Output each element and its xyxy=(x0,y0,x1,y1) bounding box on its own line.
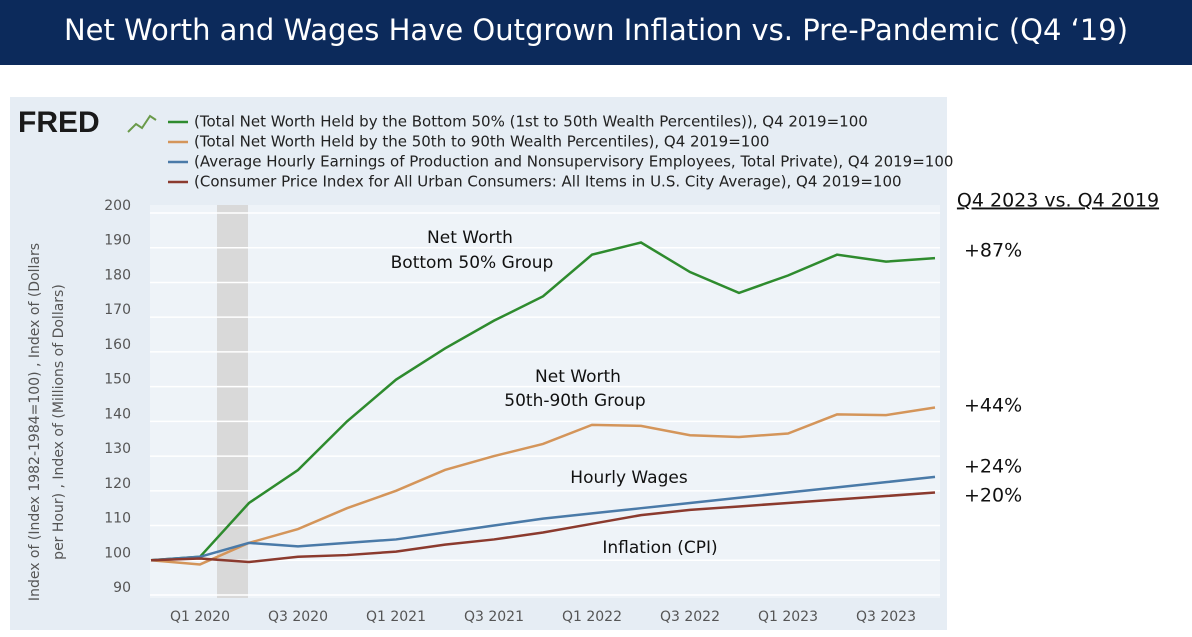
annotation: Net Worth xyxy=(427,228,513,248)
y-tick-label: 110 xyxy=(104,511,131,527)
x-tick-label: Q3 2020 xyxy=(268,609,328,625)
comparison-title: Q4 2023 vs. Q4 2019 xyxy=(957,190,1159,212)
slide-title: Net Worth and Wages Have Outgrown Inflat… xyxy=(64,13,1128,47)
y-tick-label: 170 xyxy=(104,302,131,318)
x-tick-label: Q1 2023 xyxy=(758,609,818,625)
y-tick-label: 150 xyxy=(104,372,131,388)
y-tick-label: 180 xyxy=(104,267,131,283)
comparison-label: +20% xyxy=(964,485,1022,507)
comparison-label: +87% xyxy=(964,240,1022,262)
legend-label: (Consumer Price Index for All Urban Cons… xyxy=(194,173,902,191)
y-axis-label: per Hour) , Index of (Millions of Dollar… xyxy=(51,284,67,560)
annotation: Inflation (CPI) xyxy=(602,538,717,558)
legend-label: (Total Net Worth Held by the Bottom 50% … xyxy=(194,113,868,131)
logo: FRED xyxy=(18,106,100,139)
y-tick-label: 190 xyxy=(104,233,131,249)
annotation: Hourly Wages xyxy=(570,468,688,488)
legend-label: (Average Hourly Earnings of Production a… xyxy=(194,153,953,171)
series-line xyxy=(150,491,936,564)
annotation: 50th-90th Group xyxy=(504,391,645,411)
legend-label: (Total Net Worth Held by the 50th to 90t… xyxy=(194,133,769,151)
y-tick-label: 160 xyxy=(104,337,131,353)
logo-icon xyxy=(127,114,157,133)
y-tick-label: 130 xyxy=(104,441,131,457)
y-tick-label: 200 xyxy=(104,198,131,214)
series-line xyxy=(150,241,936,562)
x-tick-label: Q3 2023 xyxy=(856,609,916,625)
x-tick-label: Q1 2021 xyxy=(366,609,426,625)
header-band xyxy=(0,0,1192,65)
y-axis-label: Index of (Index 1982-1984=100) , Index o… xyxy=(27,243,43,601)
x-tick-label: Q1 2020 xyxy=(170,609,230,625)
recession-band xyxy=(217,205,248,598)
comparison-label: +44% xyxy=(964,395,1022,417)
y-tick-label: 100 xyxy=(104,545,131,561)
y-tick-label: 140 xyxy=(104,406,131,422)
x-tick-label: Q1 2022 xyxy=(562,609,622,625)
comparison-label: +24% xyxy=(964,456,1022,478)
y-tick-label: 120 xyxy=(104,476,131,492)
x-tick-label: Q3 2021 xyxy=(464,609,524,625)
series-line xyxy=(150,406,936,566)
series-line xyxy=(150,475,936,562)
annotation: Net Worth xyxy=(535,367,621,387)
y-tick-label: 90 xyxy=(113,580,131,596)
x-tick-label: Q3 2022 xyxy=(660,609,720,625)
annotation: Bottom 50% Group xyxy=(391,253,554,273)
